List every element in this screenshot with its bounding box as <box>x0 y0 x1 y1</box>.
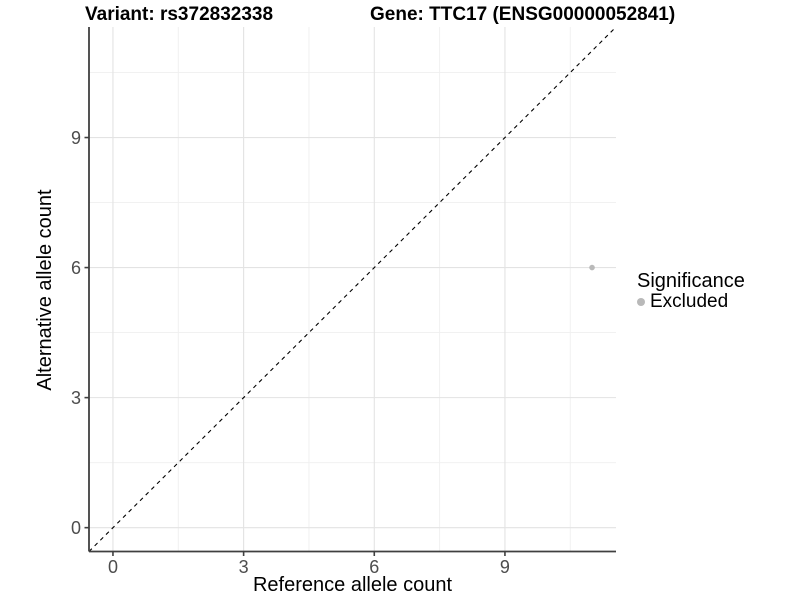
identity-line <box>88 26 617 552</box>
legend: Significance Excluded <box>637 271 745 312</box>
y-tick-label: 3 <box>71 388 81 408</box>
x-tick-label: 0 <box>108 557 118 577</box>
y-tick-label: 0 <box>71 518 81 538</box>
legend-item-label: Excluded <box>650 291 729 312</box>
x-axis-title: Reference allele count <box>252 574 452 596</box>
plot-title-variant: Variant: rs372832338 <box>85 4 274 25</box>
legend-title: Significance <box>637 270 745 292</box>
x-tick-label: 9 <box>500 557 510 577</box>
y-tick-label: 6 <box>71 258 81 278</box>
data-point-excluded <box>589 264 595 271</box>
plot-title-gene: Gene: TTC17 (ENSG00000052841) <box>370 4 676 25</box>
x-tick-label: 3 <box>239 557 249 577</box>
legend-key-dot-icon <box>637 298 645 306</box>
y-axis-title: Alternative allele count <box>34 189 56 391</box>
legend-item-excluded: Excluded <box>637 292 745 312</box>
x-tick-label: 6 <box>369 557 379 577</box>
y-tick-label: 9 <box>71 128 81 148</box>
